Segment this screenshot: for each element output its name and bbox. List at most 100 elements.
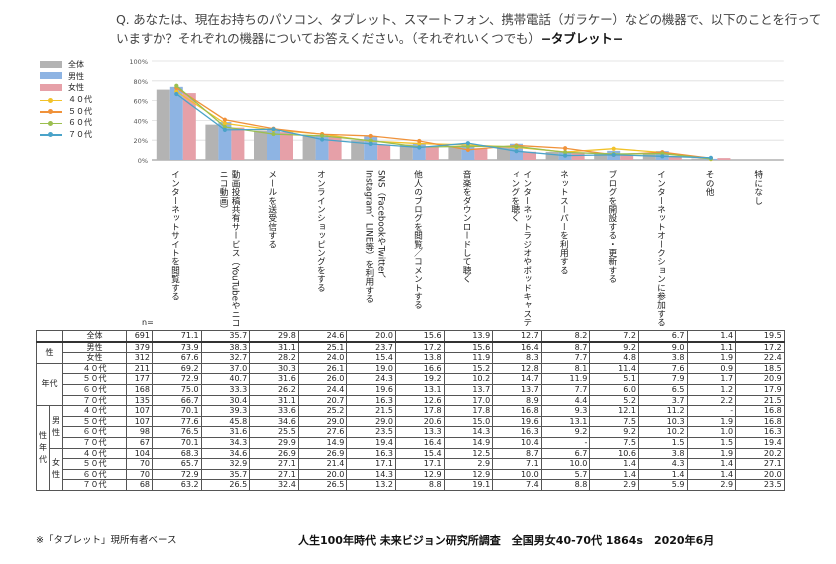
value-cell: 4.4 [540, 394, 591, 407]
value-cell: 35.7 [200, 468, 251, 481]
value-cell: 7.7 [540, 352, 591, 364]
value-cell: 33.3 [200, 383, 251, 396]
row-label: 全体 [62, 329, 127, 343]
legend-item: ７０代 [40, 129, 92, 141]
value-cell: 2.9 [589, 479, 639, 491]
value-cell: 1.9 [686, 352, 737, 364]
value-cell: 20.6 [394, 415, 445, 428]
value-cell: 7.7 [540, 383, 591, 396]
value-cell: 1.4 [686, 458, 737, 470]
bar-all-5 [399, 144, 413, 160]
table-row: ５０代 177 72.9 40.7 31.6 26.0 24.3 19.2 10.2 14.7 11… [37, 373, 785, 385]
category-label: オンラインショッピングをする [314, 170, 325, 292]
value-cell: 35.7 [200, 329, 251, 343]
value-cell: 6.7 [540, 447, 591, 460]
category-label: 動画投稿共有サービス（YouTubeやニコニコ動画） [217, 170, 240, 328]
legend-label: ４０代 [68, 95, 92, 105]
value-cell: 20.0 [297, 468, 348, 481]
value-cell: 20.2 [735, 447, 785, 460]
value-cell: 1.0 [686, 426, 737, 438]
point-70s-0 [174, 91, 179, 97]
point-70s-2 [271, 127, 276, 132]
value-cell: 16.6 [394, 362, 445, 375]
category-label: インターネットオークションに参加する [655, 170, 665, 327]
category-column: オンラインショッピングをする [298, 166, 344, 330]
value-cell: 23.5 [735, 479, 785, 491]
legend-swatch [40, 118, 62, 128]
point-70s-7 [514, 149, 519, 154]
value-cell: 17.9 [735, 383, 785, 396]
value-cell: 24.4 [297, 383, 348, 396]
value-cell: 23.5 [346, 426, 396, 438]
value-cell: 73.9 [152, 341, 202, 354]
value-cell: 25.1 [297, 341, 348, 354]
value-cell: 19.4 [346, 436, 396, 449]
value-cell: 29.0 [297, 415, 348, 428]
bar-female-5 [425, 146, 439, 160]
value-cell: 5.9 [637, 479, 688, 491]
point-70s-6 [465, 141, 470, 146]
value-cell: 6.0 [589, 383, 639, 396]
value-cell: 5.7 [540, 468, 591, 481]
value-cell: 21.4 [297, 458, 348, 470]
n-cell: 68 [126, 479, 153, 491]
value-cell: 26.1 [297, 362, 348, 375]
point-50s-8 [563, 146, 568, 151]
table-row: ５０代 70 65.7 32.9 27.1 21.4 17.1 17.1 2.9 7.1 10.0 1… [37, 458, 785, 470]
value-cell: 26.5 [200, 479, 251, 491]
group-label: 性 [36, 341, 63, 364]
value-cell: 24.6 [297, 329, 348, 343]
value-cell: 12.6 [394, 394, 445, 407]
value-cell: 16.4 [492, 341, 542, 354]
bar-all-1 [205, 124, 219, 160]
value-cell: 1.9 [686, 415, 737, 428]
value-cell: 10.2 [443, 373, 494, 385]
value-cell: 20.7 [297, 394, 348, 407]
point-50s-4 [368, 133, 373, 139]
value-cell: 7.5 [589, 415, 639, 428]
value-cell: 7.1 [492, 458, 542, 470]
value-cell: 10.0 [540, 458, 591, 470]
value-cell: 3.8 [637, 447, 688, 460]
value-cell: 17.1 [394, 458, 445, 470]
point-50s-6 [465, 147, 470, 153]
value-cell: 13.1 [540, 415, 591, 428]
value-cell: 75.0 [152, 383, 202, 396]
value-cell: 11.9 [540, 373, 591, 385]
line-60s [175, 85, 711, 160]
value-cell: 17.8 [394, 405, 445, 417]
category-label: その他 [703, 170, 714, 197]
value-cell: 7.5 [589, 436, 639, 449]
value-cell: 14.9 [443, 436, 494, 449]
point-60s-0 [174, 83, 179, 88]
bar-male-3 [315, 135, 329, 160]
category-column: メールを送受信する [249, 166, 295, 330]
value-cell: 76.5 [152, 426, 202, 438]
legend-swatch [40, 71, 62, 81]
value-cell: 1.1 [686, 341, 737, 354]
value-cell: 15.4 [346, 352, 396, 364]
bar-female-2 [280, 132, 293, 160]
value-cell: 1.5 [637, 436, 688, 449]
value-cell: 7.2 [589, 329, 639, 343]
point-70s-10 [660, 154, 665, 159]
point-50s-5 [417, 138, 422, 144]
row-label: ４０代 [62, 447, 127, 460]
bar-female-1 [231, 127, 245, 160]
n-cell: 135 [126, 394, 153, 407]
value-cell: 14.3 [443, 426, 494, 438]
category-label: 他人のブログを閲覧／コメントする [412, 170, 422, 310]
value-cell: 13.9 [443, 329, 494, 343]
value-cell: 13.3 [394, 426, 445, 438]
data-table: 全体 691 71.1 35.7 29.8 24.6 20.0 15.6 13.9 12.7 8.2… [36, 329, 785, 491]
value-cell: 27.1 [249, 458, 299, 470]
value-cell: 26.0 [297, 373, 348, 385]
value-cell: 14.9 [297, 436, 348, 449]
value-cell: 1.4 [589, 458, 639, 470]
value-cell: - [540, 436, 591, 449]
value-cell: 15.6 [443, 341, 494, 354]
question-body: Q. あなたは、現在お持ちのパソコン、タブレット、スマートフォン、携帯電話（ガラ… [116, 12, 822, 46]
category-label: メールを送受信する [266, 170, 277, 249]
value-cell: 11.4 [589, 362, 639, 375]
value-cell: 8.1 [540, 362, 591, 375]
